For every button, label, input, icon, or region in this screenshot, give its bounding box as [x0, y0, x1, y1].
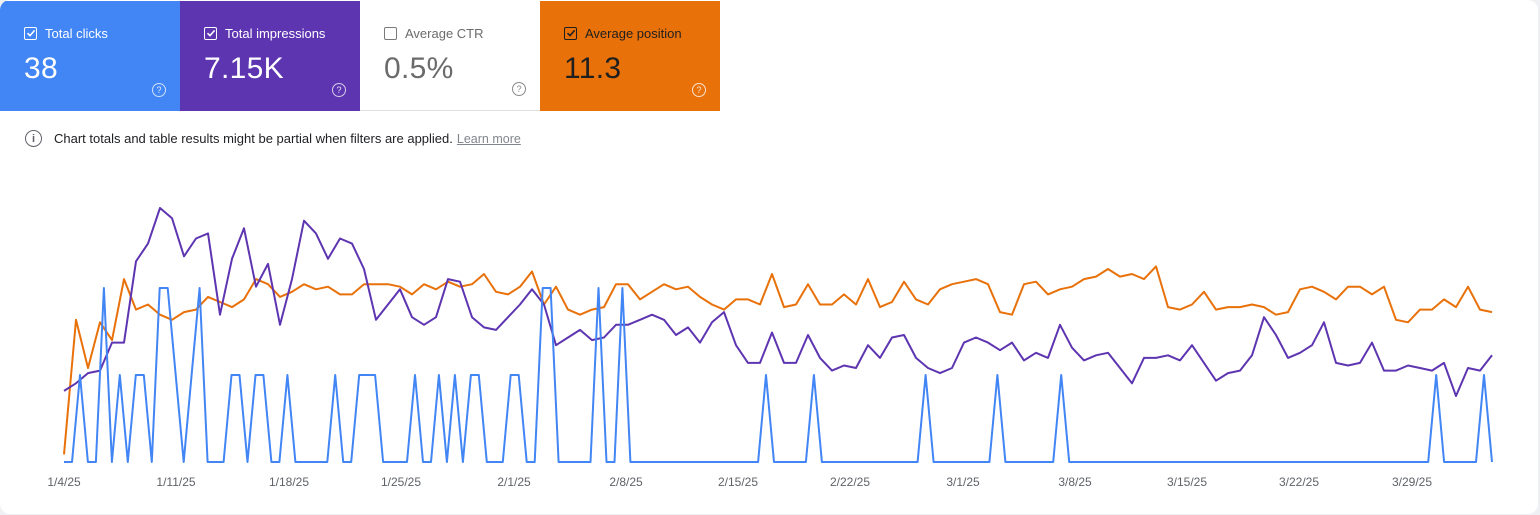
metric-value: 11.3	[564, 52, 622, 85]
series-line-impressions	[63, 207, 1493, 397]
metric-total-impressions[interactable]: Total impressions 7.15K ?	[180, 1, 360, 111]
x-tick-label: 3/1/25	[946, 475, 980, 489]
metric-label: Total clicks	[45, 25, 108, 41]
checkbox-checked-icon[interactable]	[204, 26, 217, 40]
metric-header: Total impressions	[204, 23, 360, 43]
x-tick-label: 3/22/25	[1279, 475, 1319, 489]
metric-header: Average CTR	[384, 23, 540, 43]
x-tick-label: 2/15/25	[718, 475, 758, 489]
series-line-clicks	[64, 287, 1493, 463]
checkbox-checked-icon[interactable]	[24, 26, 37, 40]
metric-value: 7.15K	[204, 52, 284, 85]
x-tick-label: 2/22/25	[830, 475, 870, 489]
metric-average-ctr[interactable]: Average CTR 0.5% ?	[360, 1, 540, 111]
x-tick-label: 3/8/25	[1058, 475, 1092, 489]
help-icon[interactable]: ?	[332, 83, 346, 97]
x-tick-label: 2/8/25	[609, 475, 643, 489]
metric-average-position[interactable]: Average position 11.3 ?	[540, 1, 720, 111]
metric-total-clicks[interactable]: Total clicks 38 ?	[0, 1, 180, 111]
notice-text: Chart totals and table results might be …	[54, 131, 453, 146]
info-icon: i	[25, 130, 42, 147]
metric-value: 0.5%	[384, 52, 454, 85]
checkbox-checked-icon[interactable]	[564, 26, 577, 40]
x-tick-label: 1/4/25	[47, 475, 81, 489]
metric-label: Average position	[585, 25, 682, 41]
help-icon[interactable]: ?	[692, 83, 706, 97]
metric-value: 38	[24, 52, 58, 85]
x-tick-label: 1/18/25	[269, 475, 309, 489]
help-icon[interactable]: ?	[512, 82, 526, 96]
x-tick-label: 1/11/25	[156, 475, 195, 489]
x-tick-label: 3/15/25	[1167, 475, 1207, 489]
metric-header: Average position	[564, 23, 720, 43]
help-icon[interactable]: ?	[152, 83, 166, 97]
x-tick-label: 2/1/25	[497, 475, 531, 489]
metric-label: Total impressions	[225, 25, 326, 41]
metric-header: Total clicks	[24, 23, 180, 43]
metric-tiles: Total clicks 38 ? Total impressions 7.15…	[0, 1, 720, 111]
learn-more-link[interactable]: Learn more	[456, 131, 521, 146]
checkbox-unchecked-icon[interactable]	[384, 26, 397, 40]
series-line-position	[63, 265, 1493, 455]
x-tick-label: 3/29/25	[1392, 475, 1432, 489]
partial-results-notice: i Chart totals and table results might b…	[25, 130, 521, 147]
x-tick-label: 1/25/25	[381, 475, 421, 489]
metric-label: Average CTR	[405, 25, 484, 41]
